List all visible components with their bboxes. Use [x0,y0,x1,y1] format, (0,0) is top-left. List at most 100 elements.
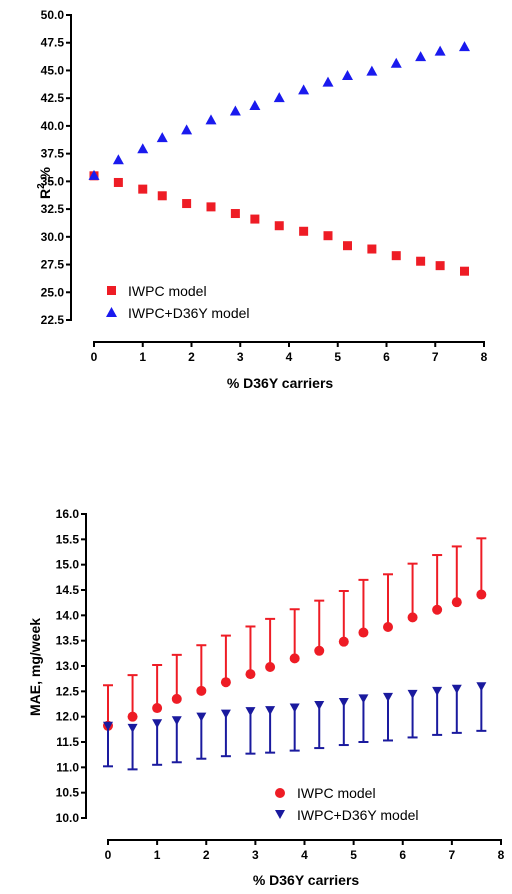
data-point [451,597,462,608]
r2-chart: 0 1 2 3 4 5 6 7 8 22.5 25.0 27.5 30.0 32.5 35.0 37.5 40… [36,8,488,391]
mae-x-tick-label: 6 [399,848,406,862]
data-point [196,685,207,696]
mae-series-iwpc-d36y [103,682,487,771]
data-point [289,703,300,713]
r2-x-tick-label: 4 [286,350,293,364]
data-point [206,202,216,212]
data-point [230,209,240,219]
data-point [265,662,276,673]
mae-y-tick-label: 15.0 [56,558,80,572]
mae-y-tick-label: 12.5 [56,684,80,698]
data-point [112,154,124,165]
data-point [245,669,256,680]
r2-x-tick-label: 1 [139,350,146,364]
data-point [383,621,394,632]
data-point [289,653,300,664]
data-point [314,645,325,656]
mae-chart-marks [103,537,487,771]
data-point [407,689,418,699]
r2-y-tick-label: 47.5 [41,36,65,50]
data-point [390,57,402,68]
data-point [383,692,394,702]
data-point [250,214,260,224]
mae-y-tick-label: 10.0 [56,811,80,825]
mae-x-tick-label: 4 [301,848,308,862]
data-point [137,143,149,154]
data-point [322,76,334,87]
mae-y-tick-label: 11.0 [56,760,79,774]
data-point [314,701,325,711]
mae-chart-legend: IWPC model IWPC+D36Y model [275,785,419,823]
data-point [358,694,369,704]
data-point [157,191,167,201]
r2-y-tick-label: 42.5 [41,91,65,105]
legend-marker-iwpc [107,286,116,295]
r2-x-tick-label: 3 [237,350,244,364]
data-point [127,723,138,733]
data-point [220,677,231,688]
r2-y-tick-label: 25.0 [41,285,65,299]
legend-marker-iwpc [275,788,285,798]
mae-x-tick-label: 5 [350,848,357,862]
r2-y-tick-label: 37.5 [41,147,65,161]
data-point [432,686,443,696]
data-point [273,92,285,103]
r2-x-tick-label: 8 [481,350,488,364]
data-point [265,706,276,716]
legend-marker-iwpc-d36y [275,810,285,819]
mae-series-iwpc [103,537,487,731]
mae-x-tick-label: 2 [203,848,210,862]
data-point [171,693,182,704]
mae-chart-y-axis-label: MAE, mg/week [27,618,43,716]
data-point [460,266,469,276]
mae-x-tick-label: 8 [498,848,505,862]
r2-chart-marks [88,41,470,276]
mae-y-tick-label: 16.0 [56,507,80,521]
mae-x-tick-label: 3 [252,848,259,862]
mae-chart: 0 1 2 3 4 5 6 7 8 10.0 10.5 11.0 11.5 12.0 12.5 13.0 13… [27,507,505,888]
r2-y-tick-label: 27.5 [41,258,65,272]
data-point [113,177,123,187]
data-point [407,612,418,623]
legend-label-iwpc: IWPC model [297,785,376,801]
r2-x-tick-label: 2 [188,350,195,364]
data-point [476,682,487,692]
data-point [245,707,256,717]
data-point [338,636,349,647]
data-point [220,709,231,719]
r2-y-tick-label: 22.5 [41,313,65,327]
data-point [435,261,445,271]
mae-x-tick-label: 0 [105,848,112,862]
data-point [323,231,333,241]
data-point [181,124,193,135]
data-point [103,721,113,731]
mae-chart-x-ticks: 0 1 2 3 4 5 6 7 8 [105,840,505,862]
data-point [156,132,168,143]
r2-x-tick-label: 6 [383,350,390,364]
data-point [343,241,352,251]
data-point [434,45,446,56]
data-point [88,169,100,180]
r2-y-tick-label: 40.0 [41,119,65,133]
r2-x-tick-label: 5 [334,350,341,364]
r2-y-tick-label: 32.5 [41,202,65,216]
mae-y-tick-label: 10.5 [56,786,80,800]
r2-chart-y-ticks: 22.5 25.0 27.5 30.0 32.5 35.0 37.5 40.0 42.5 45.0… [41,8,71,327]
r2-x-tick-label: 0 [91,350,98,364]
data-point [298,84,310,95]
legend-label-iwpc: IWPC model [128,283,207,299]
data-point [367,244,377,254]
data-point [299,226,309,236]
data-point [451,684,462,694]
r2-y-tick-label: 30.0 [41,230,65,244]
legend-label-iwpc-d36y: IWPC+D36Y model [128,305,250,321]
mae-x-tick-label: 7 [449,848,456,862]
mae-y-tick-label: 12.0 [56,710,80,724]
mae-chart-y-ticks: 10.0 10.5 11.0 11.5 12.0 12.5 13.0 13.5 14.0 14.5… [56,507,86,825]
data-point [138,184,148,194]
mae-y-tick-label: 11.5 [56,735,79,749]
r2-chart-y-axis-label: R2,% [36,166,53,199]
r2-series-iwpc [89,171,469,276]
r2-y-tick-label: 45.0 [41,63,65,77]
